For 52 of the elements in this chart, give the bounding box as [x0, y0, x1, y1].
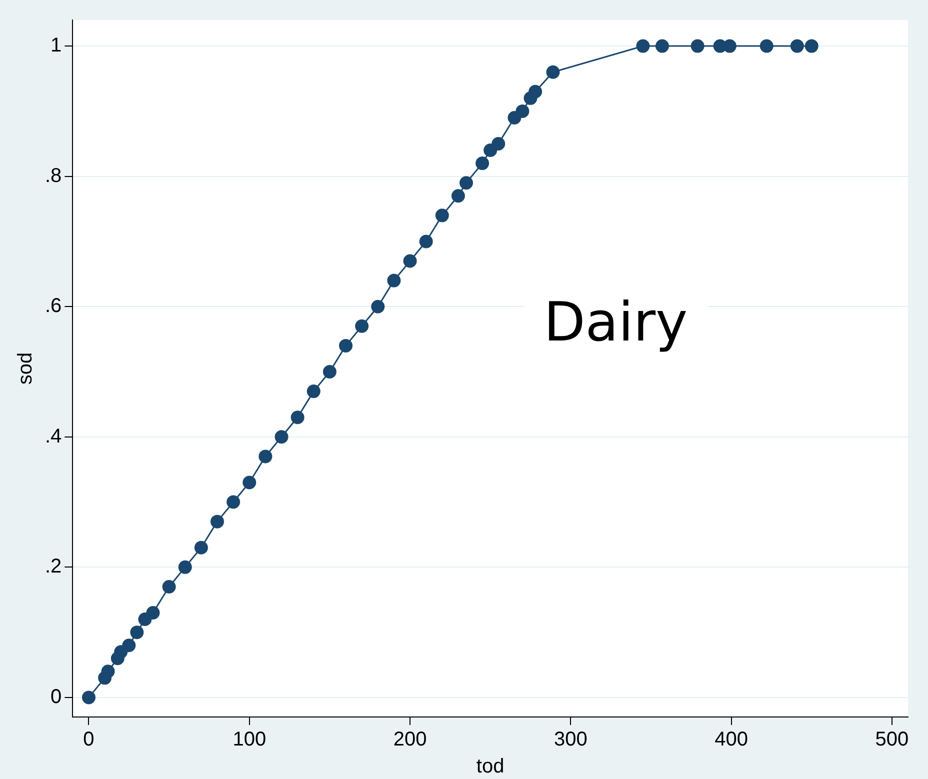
point — [516, 104, 530, 118]
point — [528, 84, 542, 98]
point — [130, 626, 144, 640]
x-tick-label: 0 — [83, 728, 94, 751]
point — [492, 137, 506, 151]
point — [804, 39, 818, 53]
point — [258, 450, 272, 464]
point — [655, 39, 669, 53]
y-axis-title: sod — [14, 352, 37, 385]
point — [387, 274, 401, 288]
point — [371, 300, 385, 314]
point — [322, 365, 336, 379]
y-tick-label: 1 — [50, 34, 62, 57]
point — [178, 560, 192, 574]
point — [636, 39, 650, 53]
y-tick-label: .2 — [44, 556, 62, 578]
point — [146, 606, 160, 620]
point — [790, 39, 804, 53]
x-tick-label: 200 — [393, 728, 427, 751]
annotation: Dairy — [544, 290, 688, 354]
point — [760, 39, 774, 53]
point — [290, 410, 304, 424]
point — [101, 664, 115, 678]
point — [476, 156, 490, 170]
point — [722, 39, 736, 53]
x-tick-label: 400 — [714, 728, 748, 751]
point — [162, 580, 176, 594]
point — [435, 208, 449, 222]
point — [546, 65, 560, 79]
point — [403, 254, 417, 268]
point — [210, 514, 224, 528]
point — [122, 638, 136, 652]
x-tick-label: 100 — [232, 728, 266, 751]
y-tick-label: .4 — [44, 425, 62, 448]
x-axis-title: tod — [476, 756, 504, 778]
point — [274, 430, 288, 444]
point — [451, 189, 465, 203]
point — [306, 384, 320, 398]
point — [459, 176, 473, 190]
point — [419, 234, 433, 248]
point — [194, 540, 208, 554]
x-tick-label: 300 — [554, 728, 588, 751]
point — [82, 690, 96, 704]
point — [690, 39, 704, 53]
point — [355, 319, 369, 333]
point — [226, 495, 240, 509]
point — [339, 338, 353, 352]
y-tick-label: .6 — [44, 295, 62, 318]
point — [242, 476, 256, 490]
y-tick-label: .8 — [44, 164, 62, 187]
x-tick-label: 500 — [875, 728, 909, 751]
y-tick-label: 0 — [50, 686, 62, 708]
